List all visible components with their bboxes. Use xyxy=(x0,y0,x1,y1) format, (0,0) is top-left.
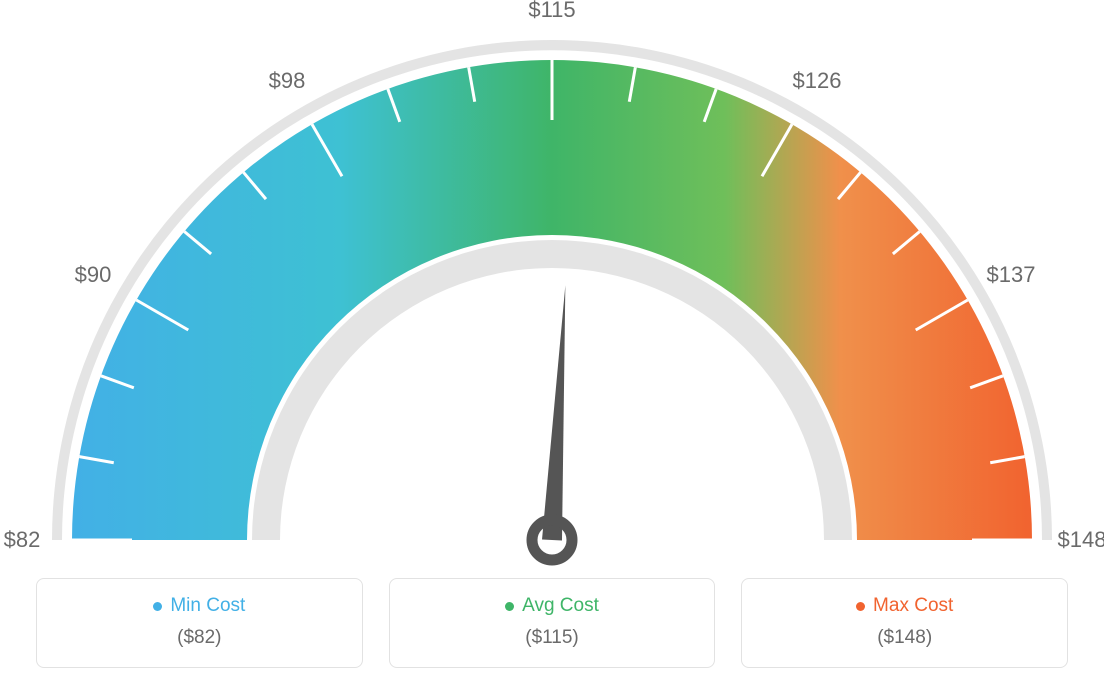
legend-title-min: Min Cost xyxy=(153,595,245,617)
legend-label: Avg Cost xyxy=(522,595,599,617)
gauge-scale-label: $115 xyxy=(528,0,575,23)
cost-gauge-chart: $82 $90 $98 $115 $126 $137 $148 Min Cost ($82)… xyxy=(0,0,1104,690)
legend-card-min: Min Cost ($82) xyxy=(36,578,363,668)
dot-icon xyxy=(153,602,162,611)
gauge-scale-label: $90 xyxy=(75,262,112,288)
legend-title-avg: Avg Cost xyxy=(505,595,599,617)
gauge-scale-label: $148 xyxy=(1058,527,1104,553)
gauge-svg xyxy=(0,0,1104,580)
legend-value: ($148) xyxy=(742,627,1067,649)
legend-value: ($115) xyxy=(390,627,715,649)
gauge-scale-label: $98 xyxy=(269,68,306,94)
gauge-scale-label: $82 xyxy=(4,527,41,553)
legend-label: Min Cost xyxy=(170,595,245,617)
legend-card-max: Max Cost ($148) xyxy=(741,578,1068,668)
legend-row: Min Cost ($82) Avg Cost ($115) Max Cost … xyxy=(36,578,1068,668)
dot-icon xyxy=(505,602,514,611)
gauge-scale-label: $126 xyxy=(793,68,842,94)
legend-label: Max Cost xyxy=(873,595,953,617)
legend-card-avg: Avg Cost ($115) xyxy=(389,578,716,668)
legend-title-max: Max Cost xyxy=(856,595,953,617)
gauge-scale-label: $137 xyxy=(987,262,1036,288)
dot-icon xyxy=(856,602,865,611)
legend-value: ($82) xyxy=(37,627,362,649)
gauge-area: $82 $90 $98 $115 $126 $137 $148 xyxy=(0,0,1104,580)
